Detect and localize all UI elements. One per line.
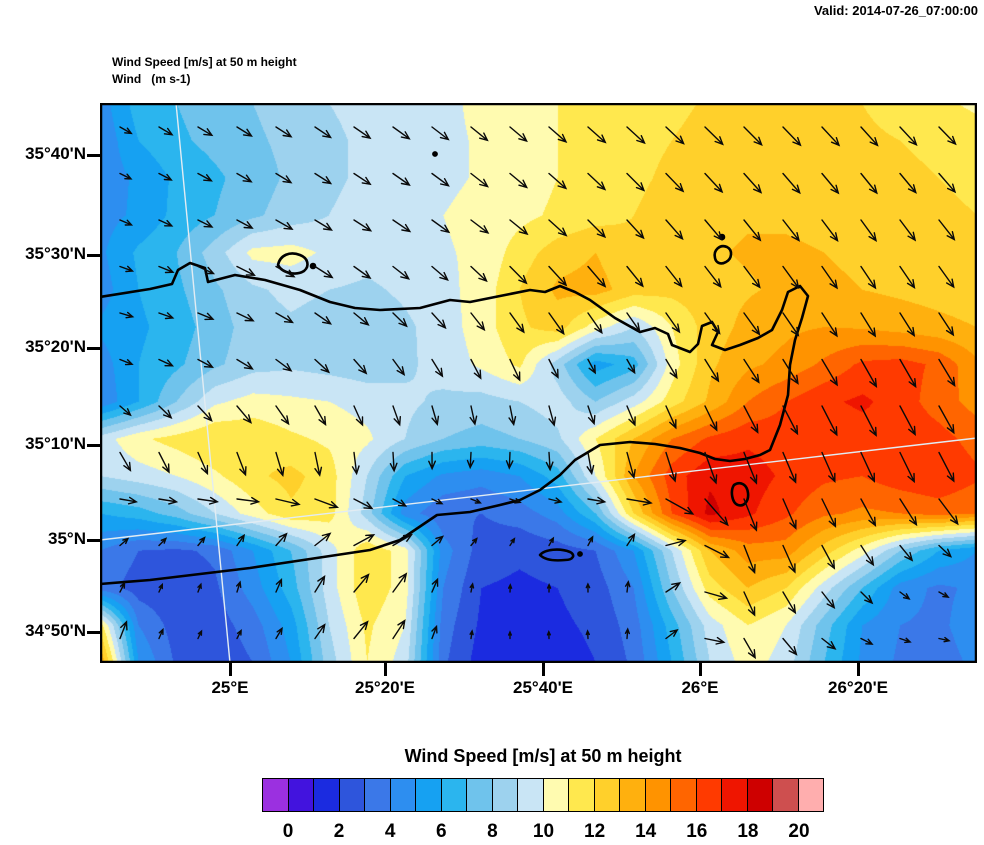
map-overlay-svg <box>100 103 977 663</box>
colorbar-title: Wind Speed [m/s] at 50 m height <box>404 746 682 766</box>
colorbar-cell <box>746 778 773 812</box>
colorbar-tick-label: 4 <box>384 821 396 842</box>
colorbar-tick-label: 18 <box>737 821 759 842</box>
graticule <box>100 103 977 663</box>
colorbar-cell <box>440 778 467 812</box>
lon-tick-label: 25°20'E <box>355 678 415 697</box>
lat-tick <box>87 444 100 447</box>
colorbar-tick-label: 2 <box>333 821 345 842</box>
colorbar-tick-label: 10 <box>532 821 555 842</box>
map-border <box>100 103 977 663</box>
wind-arrow-glyphs <box>119 126 959 660</box>
dia-island-path <box>276 252 309 275</box>
colorbar-tick-label: 8 <box>487 821 498 842</box>
lat-tick-label: 35°20'N <box>25 337 86 356</box>
map-title-line2: Wind (m s-1) <box>112 72 191 86</box>
colorbar-cell <box>797 778 824 812</box>
colorbar <box>262 778 824 812</box>
lon-tick <box>542 663 545 676</box>
lat-tick <box>87 631 100 634</box>
colorbar-cell <box>389 778 416 812</box>
islet-dot <box>309 262 317 270</box>
lat-tick <box>87 154 100 157</box>
colorbar-tick-label: 12 <box>584 821 606 842</box>
colorbar-cell <box>593 778 620 812</box>
islet-dot <box>577 551 583 557</box>
colorbar-cell <box>491 778 518 812</box>
map-title: Wind Speed [m/s] at 50 m height Wind (m s… <box>112 54 297 88</box>
colorbar-cell <box>721 778 748 812</box>
colorbar-cell <box>517 778 544 812</box>
colorbar-cell <box>262 778 289 812</box>
lon-tick-label: 25°E <box>211 678 249 697</box>
lat-tick <box>87 347 100 350</box>
lat-tick-label: 35°10'N <box>25 434 86 453</box>
colorbar-cell <box>568 778 595 812</box>
colorbar-cell <box>695 778 722 812</box>
colorbar-cell <box>670 778 697 812</box>
wind-vector-arrows <box>119 126 959 660</box>
coastline <box>100 151 810 586</box>
valid-time-label: Valid: 2014-07-26_07:00:00 <box>813 3 978 18</box>
map-plot-area <box>100 103 977 663</box>
colorbar-cell <box>313 778 340 812</box>
colorbar-tick-label: 0 <box>282 821 294 842</box>
colorbar-cell <box>287 778 314 812</box>
colorbar-cell <box>415 778 442 812</box>
lon-tick <box>857 663 860 676</box>
lon-tick-label: 26°20'E <box>828 678 888 697</box>
colorbar-cell <box>542 778 569 812</box>
lat-tick <box>87 539 100 542</box>
colorbar-tick-label: 20 <box>788 821 810 842</box>
colorbar-tick-label: 16 <box>686 821 708 842</box>
dionysades-island-path <box>713 244 733 265</box>
lon-tick <box>384 663 387 676</box>
lat-tick-label: 35°40'N <box>25 144 86 163</box>
lon-tick <box>699 663 702 676</box>
map-title-line1: Wind Speed [m/s] at 50 m height <box>112 55 297 69</box>
crete-coastline-path <box>100 261 810 586</box>
lon-tick-label: 26°E <box>681 678 719 697</box>
colorbar-cell <box>619 778 646 812</box>
lat-tick-label: 35°30'N <box>25 244 86 263</box>
lat-tick <box>87 254 100 257</box>
chrissi-island-path <box>538 548 575 562</box>
lon-tick-label: 25°40'E <box>513 678 573 697</box>
lat-tick-label: 34°50'N <box>25 621 86 640</box>
colorbar-cell <box>466 778 493 812</box>
colorbar-tick-label: 14 <box>635 821 657 842</box>
colorbar-cell <box>644 778 671 812</box>
lat-tick-label: 35°N <box>48 529 86 548</box>
islet-dot <box>432 151 438 157</box>
lon-tick <box>229 663 232 676</box>
colorbar-cell <box>338 778 365 812</box>
colorbar-tick-label: 6 <box>436 821 447 842</box>
colorbar-cell <box>772 778 799 812</box>
colorbar-cell <box>364 778 391 812</box>
